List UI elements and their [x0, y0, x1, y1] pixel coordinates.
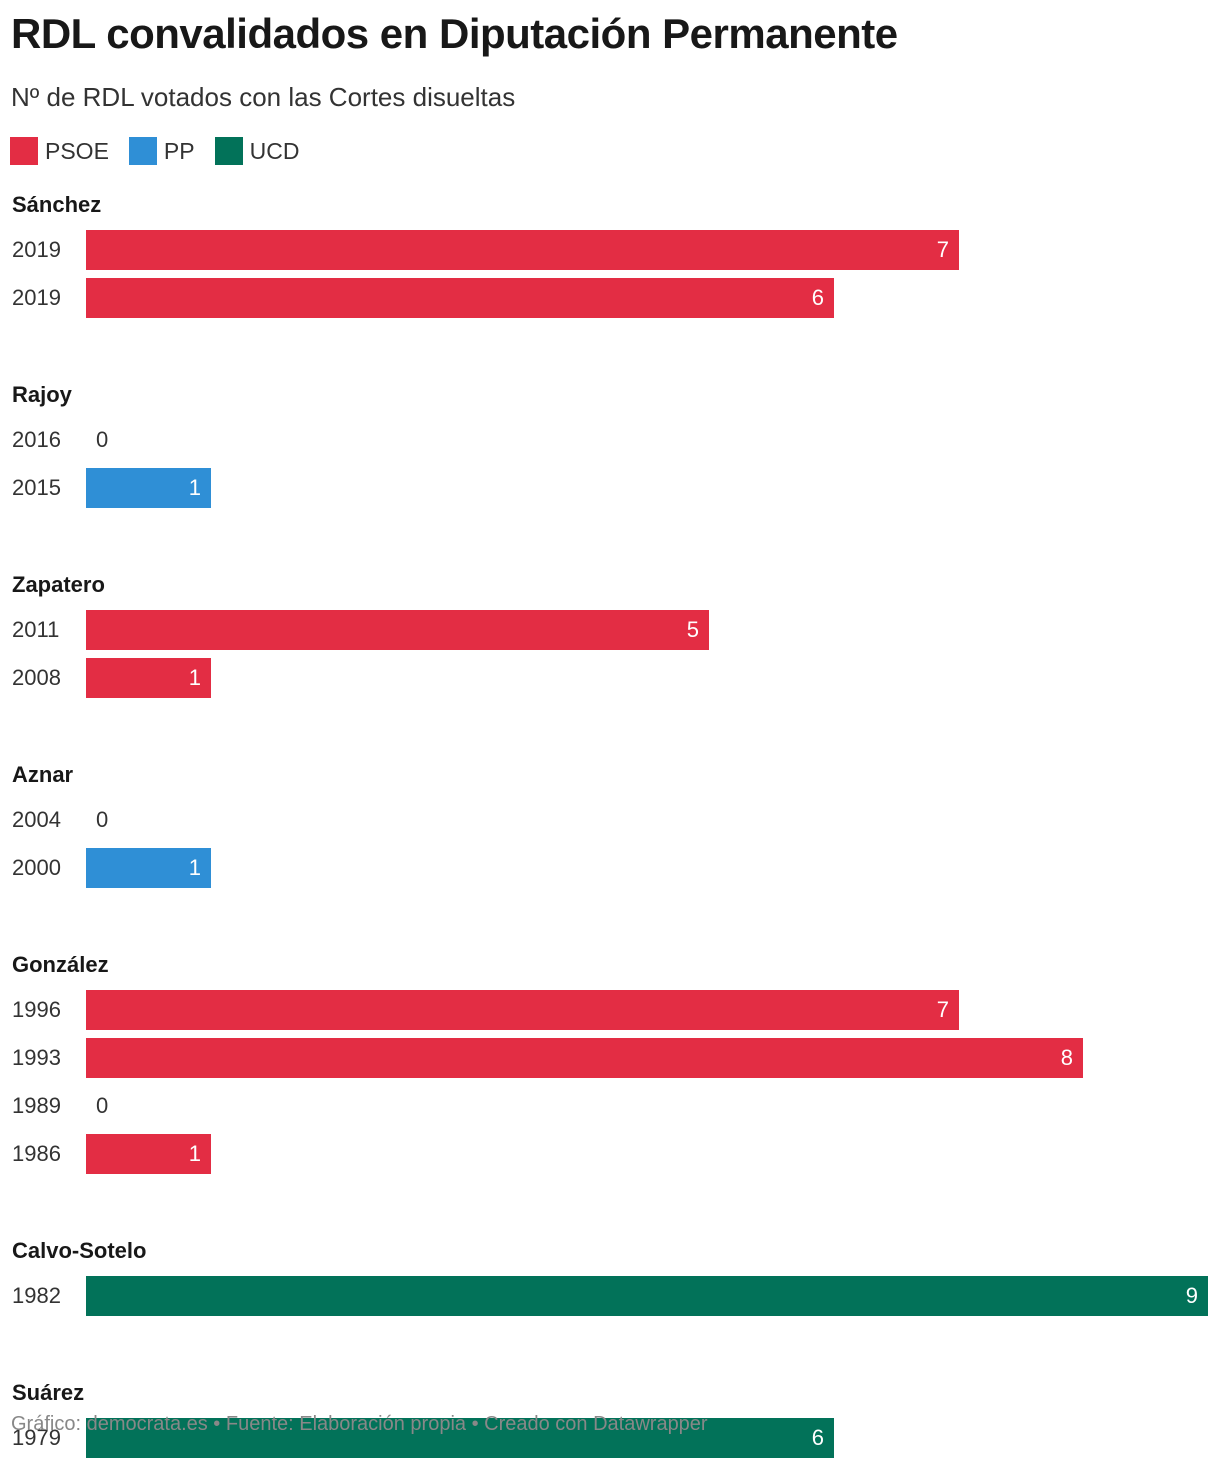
year-label: 1982 — [12, 1283, 61, 1308]
bar — [86, 848, 211, 888]
legend-label-ucd: UCD — [249, 137, 300, 164]
bar — [86, 990, 959, 1030]
legend-item-psoe: PSOE — [10, 137, 109, 165]
bar — [86, 230, 959, 270]
bar-value-label: 8 — [1060, 1045, 1073, 1070]
legend-item-ucd: UCD — [214, 137, 300, 165]
group-label: Rajoy — [12, 382, 72, 407]
bar — [86, 610, 709, 650]
group-label: Sánchez — [12, 192, 102, 217]
bar-value-label: 6 — [811, 1425, 824, 1450]
group-label: Calvo-Sotelo — [12, 1238, 147, 1263]
legend-item-pp: PP — [128, 137, 195, 165]
source-credit: Gráfico: democrata.es • Fuente: Elaborac… — [11, 1413, 708, 1435]
legend-swatch-ucd — [214, 137, 243, 165]
legend: PSOE PP UCD — [10, 136, 319, 166]
legend-label-pp: PP — [163, 137, 195, 164]
year-label: 2011 — [12, 617, 60, 642]
bar — [86, 468, 211, 508]
year-label: 1996 — [12, 997, 61, 1022]
year-label: 1979 — [12, 1425, 61, 1450]
year-label: 2004 — [12, 807, 61, 832]
year-label: 2015 — [12, 475, 61, 500]
year-label: 2019 — [12, 237, 61, 262]
bar — [86, 1038, 1083, 1078]
legend-label-psoe: PSOE — [45, 137, 109, 164]
bar-value-label: 0 — [96, 807, 109, 832]
year-label: 1986 — [12, 1141, 61, 1166]
bar — [86, 1276, 1208, 1316]
group-label: Zapatero — [12, 572, 105, 597]
year-label: 2008 — [12, 665, 61, 690]
chart-subtitle: Nº de RDL votados con las Cortes disuelt… — [11, 82, 516, 112]
legend-swatch-psoe — [10, 137, 38, 165]
group-label: Suárez — [12, 1380, 85, 1405]
year-label: 2019 — [12, 285, 61, 310]
legend-swatch-pp — [128, 137, 157, 165]
chart-title: RDL convalidados en Diputación Permanent… — [11, 10, 898, 57]
bar-value-label: 9 — [1185, 1283, 1198, 1308]
bar-value-label: 5 — [686, 617, 699, 642]
bar-value-label: 1 — [188, 855, 201, 880]
year-label: 1993 — [12, 1045, 61, 1070]
year-label: 2016 — [12, 427, 61, 452]
bar-value-label: 0 — [96, 1093, 109, 1118]
bar — [86, 1134, 211, 1174]
bar-value-label: 0 — [96, 427, 109, 452]
bar-value-label: 1 — [188, 475, 201, 500]
bar-value-label: 1 — [188, 1141, 201, 1166]
bar-value-label: 6 — [811, 285, 824, 310]
group-label: Aznar — [12, 762, 74, 787]
bar — [86, 278, 834, 318]
bar — [86, 658, 211, 698]
group-label: González — [12, 952, 109, 977]
bar-value-label: 1 — [188, 665, 201, 690]
bar-value-label: 7 — [936, 997, 949, 1022]
bar — [86, 1418, 834, 1458]
year-label: 2000 — [12, 855, 61, 880]
year-label: 1989 — [12, 1093, 61, 1118]
bar-value-label: 7 — [936, 237, 949, 262]
